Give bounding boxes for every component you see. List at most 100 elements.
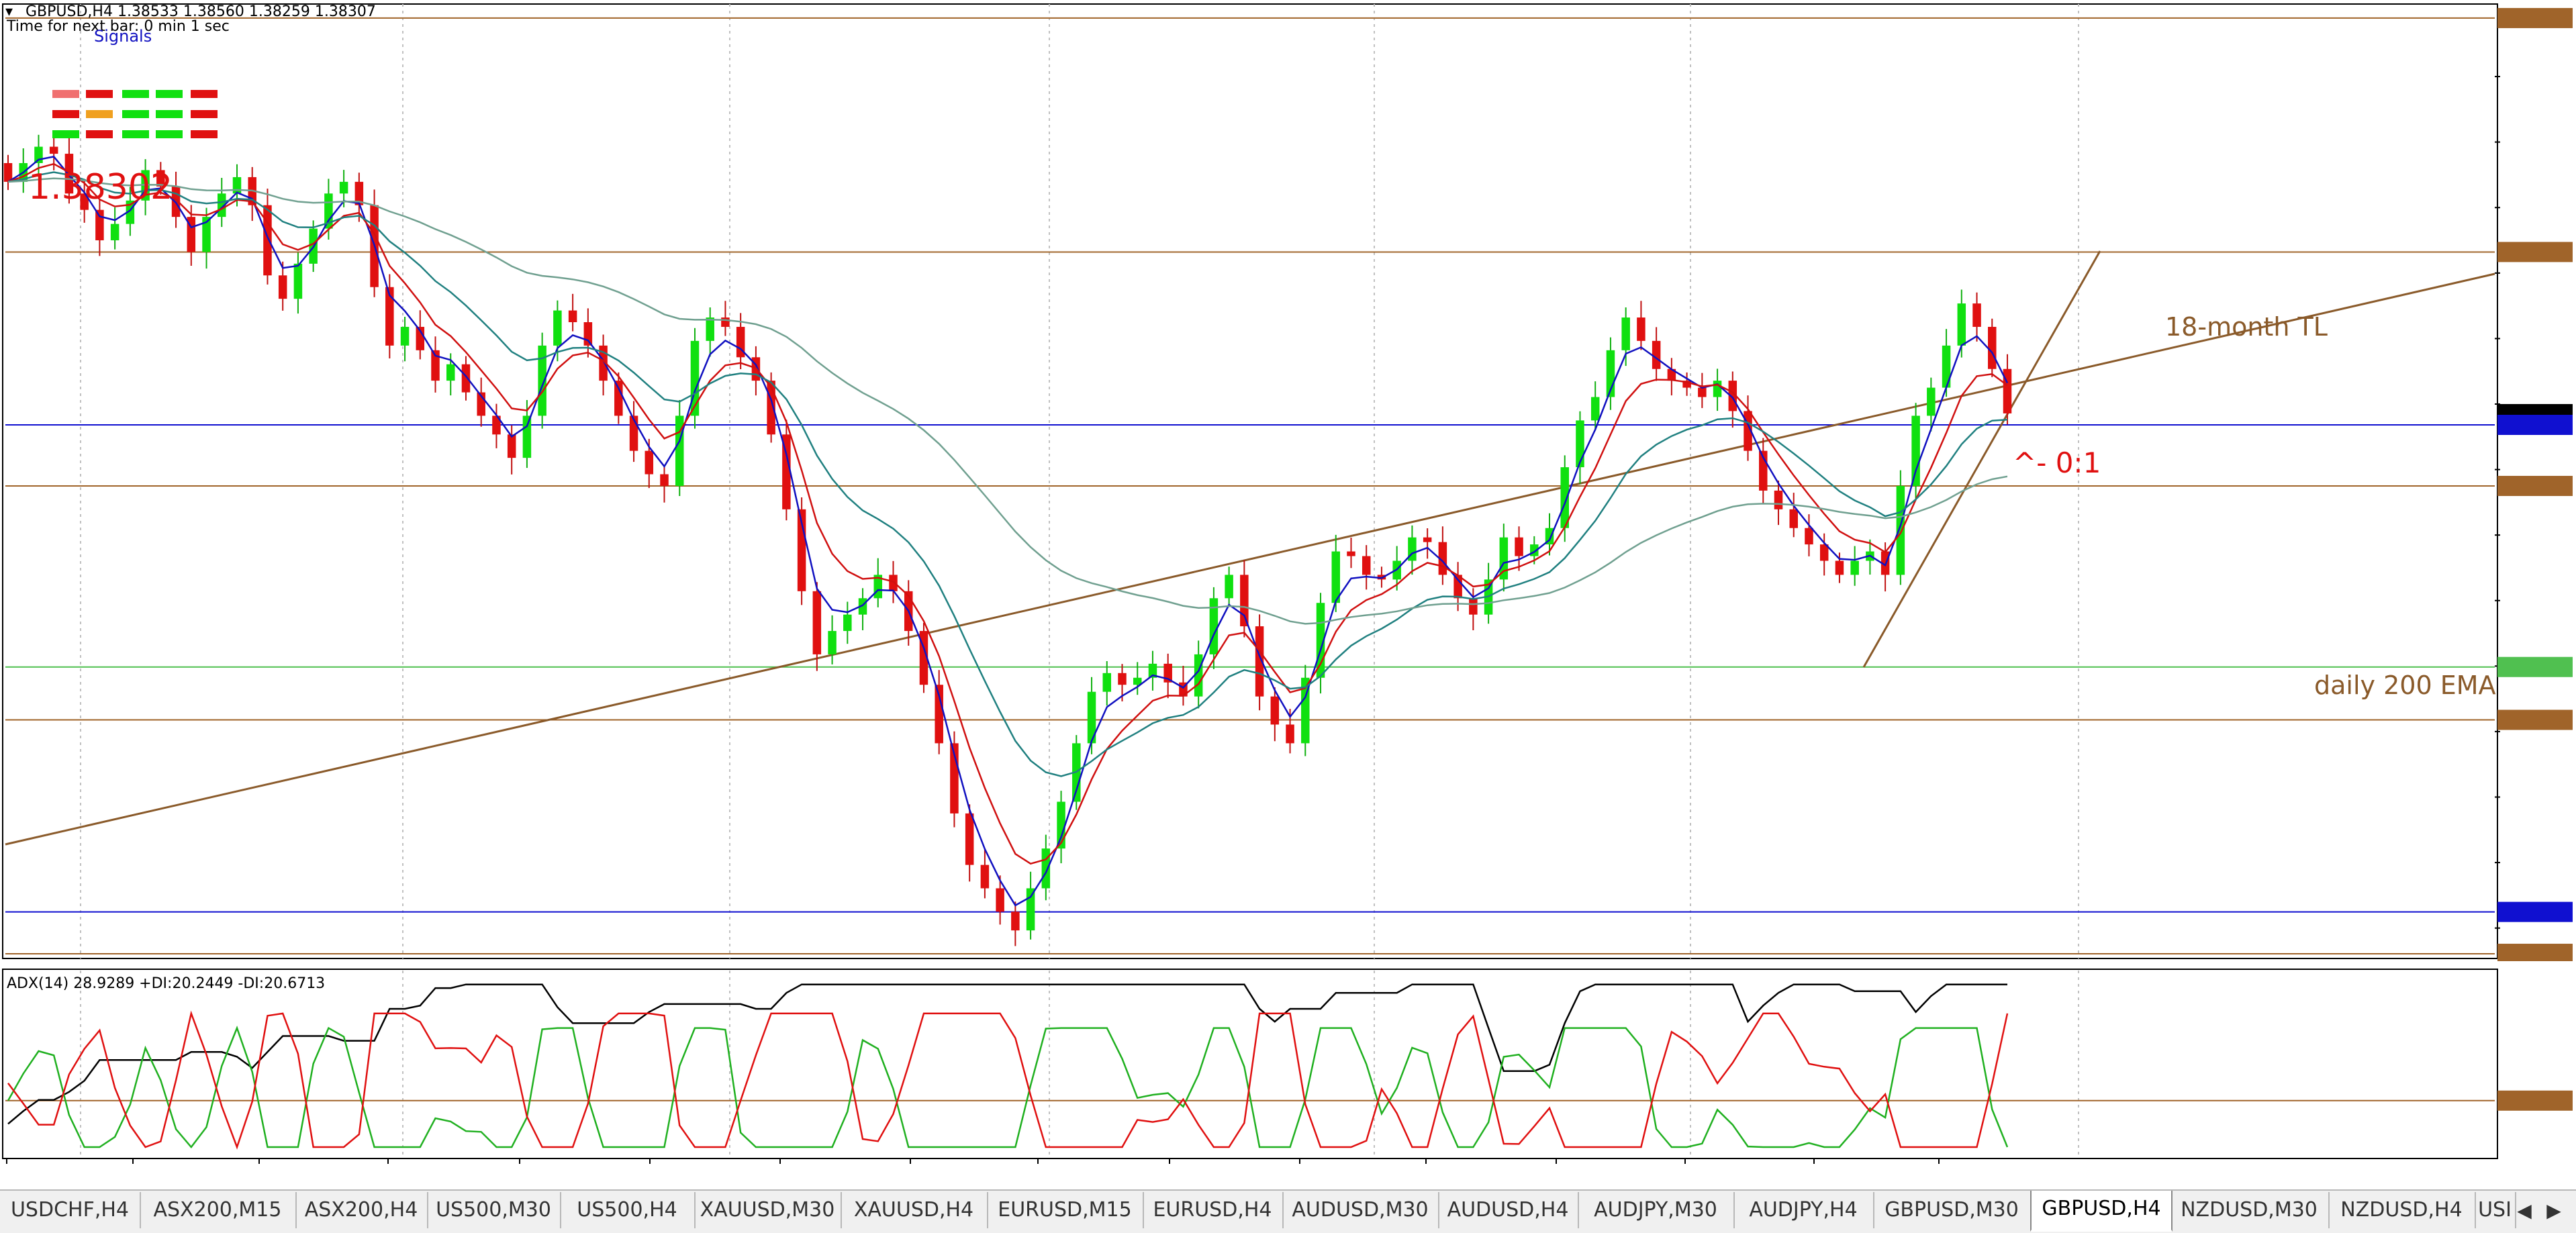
tab-scroll-left-icon[interactable]: ◀ (2517, 1199, 2532, 1222)
candle-body (996, 888, 1004, 912)
candle-body (828, 631, 837, 654)
adx-indicator-panel[interactable]: ADX(14) 28.9289 +DI:20.2449 -DI:20.6713 (0, 968, 2576, 1161)
candle-body (614, 381, 623, 416)
candle-body (1102, 673, 1112, 692)
symbol-ohlc-line: GBPUSD,H4 1.38533 1.38560 1.38259 1.3830… (26, 3, 376, 20)
candle-body (1545, 528, 1554, 545)
chart-tab[interactable]: AUDJPY,M30 (1578, 1192, 1735, 1228)
candle-body (1682, 381, 1691, 388)
chart-tab[interactable]: USDCHF,H4 (0, 1192, 141, 1228)
candle-body (1789, 509, 1798, 528)
signal-cell (86, 110, 113, 118)
candle-body (736, 326, 745, 358)
candle-body (156, 170, 165, 187)
chart-tab[interactable]: USI (2475, 1192, 2516, 1228)
chart-tab[interactable]: US500,H4 (560, 1192, 696, 1228)
chart-tab[interactable]: NZDUSD,H4 (2328, 1192, 2476, 1228)
candle-body (64, 154, 74, 194)
candle-body (431, 350, 440, 381)
candle-body (1286, 724, 1294, 744)
chart-tab[interactable]: EURUSD,H4 (1143, 1192, 1284, 1228)
candle-body (1850, 560, 1859, 575)
ema-slow-line (7, 171, 2008, 777)
chart-tab[interactable]: AUDUSD,M30 (1282, 1192, 1439, 1228)
candle-body (293, 263, 303, 299)
signal-cell (122, 110, 149, 118)
tab-scroll-right-icon[interactable]: ▶ (2546, 1199, 2561, 1222)
candle-body (1927, 387, 1936, 416)
time-axis[interactable] (0, 1158, 2576, 1189)
candle-body (1560, 467, 1569, 528)
signal-cell (156, 90, 183, 98)
candle-body (1896, 485, 1905, 575)
rising-channel-line (1862, 250, 2101, 668)
candle-body (1026, 888, 1035, 931)
candle-body (980, 865, 990, 889)
candle-body (1057, 801, 1065, 849)
chart-tab-bar: USDCHF,H4 ASX200,M15 ASX200,H4 US500,M30 US5… (0, 1189, 2576, 1233)
candle-body (568, 310, 577, 322)
chart-tab[interactable]: AUDJPY,H4 (1733, 1192, 1874, 1228)
signal-cell (191, 110, 218, 118)
candle-body (1423, 537, 1432, 542)
candle-body (645, 450, 654, 475)
candle-body (1453, 575, 1462, 599)
collapse-triangle-icon[interactable]: ▾ (5, 3, 13, 20)
candle-body (1133, 677, 1142, 685)
trendlines (5, 250, 2495, 846)
chart-tab[interactable]: XAUUSD,H4 (841, 1192, 988, 1228)
candle-body (1728, 381, 1737, 411)
chart-tab[interactable]: AUDUSD,H4 (1438, 1192, 1579, 1228)
chart-tab[interactable]: US500,M30 (427, 1192, 561, 1228)
chart-tab[interactable]: ASX200,H4 (295, 1192, 428, 1228)
candle-body (1118, 673, 1127, 685)
candle-body (110, 224, 120, 241)
candle-body (1240, 575, 1249, 627)
candle-body (507, 434, 516, 458)
price-level-tag (2497, 709, 2573, 730)
candle-body (1225, 575, 1233, 599)
candle-body (1698, 387, 1707, 397)
candle-body (583, 322, 593, 346)
price-chart[interactable]: ▾ GBPUSD,H4 1.38533 1.38560 1.38259 1.38… (0, 0, 2576, 961)
candle-body (1713, 381, 1722, 397)
candle-body (1819, 544, 1829, 561)
signal-cell (122, 130, 149, 138)
candle-body (218, 193, 226, 217)
adx-plus-di-line (7, 1026, 2009, 1148)
adx-axis (2497, 1090, 2573, 1111)
chart-tab[interactable]: XAUUSD,M30 (694, 1192, 842, 1228)
candle-body (1301, 677, 1310, 744)
candle-body (889, 575, 898, 591)
chart-tab[interactable]: GBPUSD,M30 (1873, 1192, 2032, 1228)
candle-body (706, 317, 714, 341)
candle-body (1270, 696, 1280, 725)
candle-body (1942, 345, 1951, 388)
signal-cell (86, 130, 113, 138)
chart-tab[interactable]: ASX200,M15 (140, 1192, 297, 1228)
candle-body (49, 146, 58, 154)
candle-body (1835, 560, 1844, 575)
candle-body (1362, 556, 1371, 575)
signal-cell (156, 110, 183, 118)
eighteen-month-trendline (5, 273, 2495, 846)
candle-body (1041, 848, 1051, 889)
chart-tab[interactable]: NZDUSD,M30 (2170, 1192, 2330, 1228)
price-axis[interactable] (2495, 7, 2573, 961)
candle-body (400, 326, 410, 346)
candle-body (1347, 551, 1355, 556)
chart-tab[interactable]: GBPUSD,H4 (2030, 1191, 2173, 1232)
candle-body (446, 364, 455, 381)
chart-tab[interactable]: EURUSD,M15 (987, 1192, 1144, 1228)
candle-body (1637, 317, 1645, 341)
price-level-tag (2497, 475, 2573, 496)
candle-body (354, 181, 364, 205)
candle-body (1515, 537, 1523, 556)
adx-lines (7, 983, 2009, 1150)
time-labels (6, 1158, 1940, 1164)
candle-body (385, 287, 394, 346)
candle-body (1911, 415, 1920, 486)
candle-body (1805, 528, 1813, 545)
candle-body (1331, 551, 1341, 603)
